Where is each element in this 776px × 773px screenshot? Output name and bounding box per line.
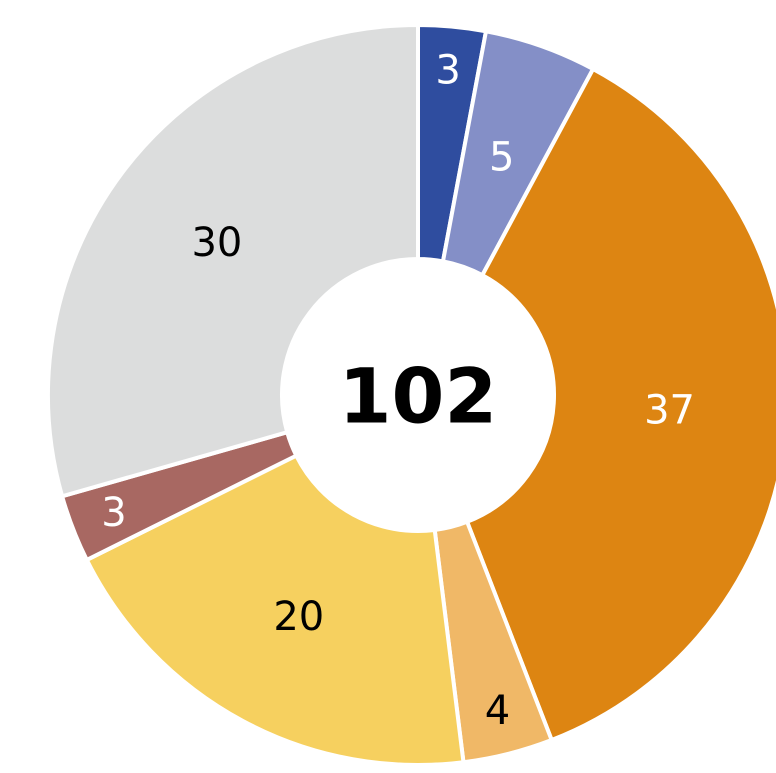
slice-label: 20 <box>273 594 324 640</box>
slice-label: 30 <box>191 220 242 266</box>
donut-slice <box>46 22 420 499</box>
slice-label: 37 <box>644 388 695 434</box>
donut-slice <box>464 66 776 743</box>
center-total: 102 <box>339 352 498 441</box>
slice-label: 3 <box>101 490 126 536</box>
donut-slice <box>84 452 466 767</box>
slice-label: 4 <box>485 688 510 734</box>
slice-label: 3 <box>435 47 460 93</box>
slice-label: 5 <box>489 134 514 180</box>
